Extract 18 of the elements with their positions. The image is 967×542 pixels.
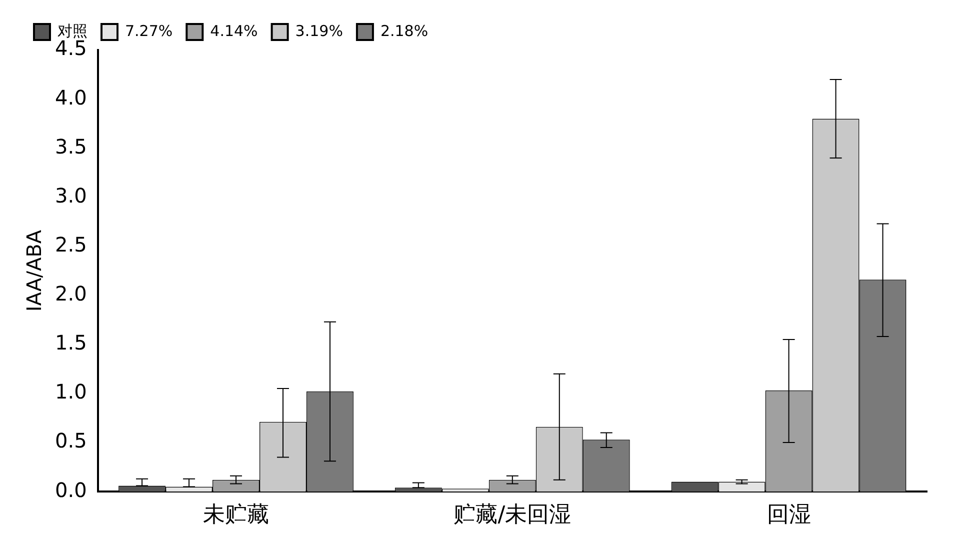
y-tick-label: 0.0 <box>54 478 87 502</box>
legend-label: 4.14% <box>210 22 258 40</box>
y-tick-label: 4.0 <box>54 85 87 110</box>
y-tick-label: 3.5 <box>54 134 87 158</box>
x-tick-label: 贮藏/未回湿 <box>454 502 572 528</box>
legend-label: 2.18% <box>380 22 428 40</box>
y-tick-label: 3.0 <box>54 183 87 208</box>
y-tick-label: 2.0 <box>54 282 87 306</box>
y-tick-label: 0.5 <box>54 428 87 453</box>
y-axis-title: IAA/ABA <box>22 230 46 312</box>
y-tick-label: 1.5 <box>54 330 87 355</box>
y-tick-label: 2.5 <box>54 232 87 256</box>
x-tick-label: 回湿 <box>766 502 811 528</box>
legend-label: 7.27% <box>125 22 173 40</box>
legend-label: 3.19% <box>295 22 343 40</box>
legend-label: 对照 <box>58 22 88 40</box>
y-tick-label: 1.0 <box>54 380 87 404</box>
x-tick-label: 未贮藏 <box>203 502 270 528</box>
